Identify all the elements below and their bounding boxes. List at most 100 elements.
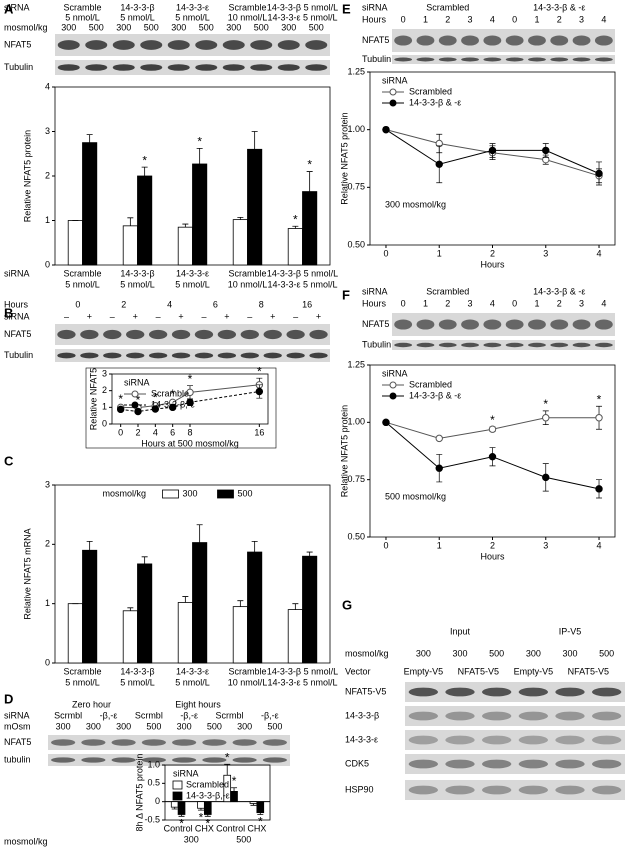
- blot-row-label: NFAT5: [4, 39, 31, 49]
- error-bar: [257, 812, 264, 815]
- blot-band: [555, 687, 585, 697]
- x-axis-label: siRNA: [4, 268, 30, 278]
- error-bar: [182, 223, 189, 228]
- blot-strip: [405, 730, 625, 750]
- blot-band: [262, 757, 287, 763]
- header-cell: 300: [177, 721, 192, 731]
- significance: *: [197, 135, 202, 149]
- header-cell: 300: [237, 721, 252, 731]
- header-label: Hours: [4, 299, 29, 309]
- point: [435, 434, 443, 443]
- header-cell: –: [201, 311, 206, 321]
- blot-band: [305, 64, 328, 71]
- blot-band: [112, 40, 135, 50]
- blot-band: [505, 57, 524, 62]
- header-cell: 14-3-3-ε: [176, 2, 209, 12]
- blot-band: [57, 40, 80, 50]
- header-cell: -β,-ε: [100, 710, 118, 720]
- error-bar: [204, 814, 211, 817]
- blot-band: [416, 35, 435, 46]
- y-tick-label: 1: [45, 215, 50, 225]
- point: [542, 146, 550, 155]
- y-tick-label: 0: [155, 796, 160, 806]
- bar: [177, 226, 193, 266]
- blot-row-label: NFAT5: [362, 319, 389, 329]
- blot-band: [103, 352, 122, 359]
- header-label: siRNA: [4, 2, 30, 12]
- error-bar: [196, 148, 203, 164]
- x-tick-label: 14-3-3-ε: [176, 268, 209, 278]
- error-bar: [196, 524, 203, 543]
- header-cell: 4: [601, 14, 606, 24]
- y-tick-label: 0.5: [147, 778, 160, 788]
- point: [595, 169, 603, 178]
- x-axis-label: mosmol/kg: [4, 836, 48, 846]
- blot-band: [195, 40, 218, 50]
- blot-band: [80, 352, 99, 359]
- blot-band: [445, 687, 475, 697]
- y-tick-label: 3: [102, 368, 107, 378]
- y-tick-label: 0.50: [347, 531, 365, 541]
- significance: *: [118, 392, 123, 406]
- legend-marker: [389, 88, 397, 96]
- header-cell: 2: [557, 14, 562, 24]
- blot-band: [461, 35, 479, 46]
- header-cell: 300: [116, 22, 131, 32]
- blot-band: [194, 352, 214, 359]
- blot-band: [555, 785, 585, 795]
- header-cell: 3: [468, 298, 473, 308]
- blot-band: [572, 342, 591, 348]
- header-cell: –: [293, 311, 298, 321]
- header-label: siRNA: [362, 2, 388, 12]
- header-cell: Scrmbl: [215, 710, 243, 720]
- legend-title: siRNA: [173, 768, 199, 778]
- header-cell: 300: [526, 648, 541, 658]
- blot-band: [240, 329, 259, 340]
- blot-band: [262, 739, 287, 746]
- blot-band: [126, 352, 145, 359]
- x-tick-label: 5 nmol/L: [120, 279, 155, 289]
- bar: [197, 801, 205, 809]
- bar: [82, 142, 98, 266]
- blot-strip: [405, 706, 625, 726]
- header-cell: 4: [490, 14, 495, 24]
- blot-band: [461, 342, 479, 348]
- point: [595, 414, 603, 422]
- point: [435, 464, 443, 472]
- significance: *: [293, 212, 298, 226]
- blot-band: [550, 342, 569, 348]
- point: [488, 425, 497, 433]
- blot-band: [592, 759, 622, 769]
- blot-band: [57, 329, 76, 340]
- y-axis-label: Relative NFAT5 protein: [339, 405, 349, 497]
- blot-band: [148, 352, 168, 359]
- x-tick-label: 16: [254, 427, 264, 437]
- legend-label: 14-3-3-β & -ε: [409, 390, 461, 400]
- error-bar: [237, 216, 244, 220]
- header-cell: -β,-ε: [261, 710, 279, 720]
- legend-swatch: [172, 780, 183, 790]
- error-bar: [306, 551, 313, 557]
- point: [168, 403, 177, 412]
- series-line: [120, 391, 260, 413]
- blot-band: [555, 759, 585, 769]
- x-tick-label: Scramble: [63, 268, 101, 278]
- blot-band: [81, 757, 106, 763]
- error-bar: [250, 803, 257, 806]
- blot-band: [518, 785, 548, 795]
- legend-label: 300: [183, 488, 198, 498]
- x-tick-label: 2: [490, 248, 495, 258]
- blot-band: [482, 785, 512, 795]
- blot-band: [408, 711, 439, 721]
- header-cell: 500: [254, 22, 269, 32]
- blot-band: [461, 57, 479, 62]
- blot-row-label: HSP90: [345, 784, 374, 794]
- legend-label: 14-3-3-β & -ε: [409, 97, 461, 107]
- blot-band: [416, 342, 435, 348]
- bar: [249, 801, 258, 804]
- blot-band: [202, 739, 227, 746]
- header-cell: 300: [171, 22, 186, 32]
- blot-band: [286, 352, 305, 359]
